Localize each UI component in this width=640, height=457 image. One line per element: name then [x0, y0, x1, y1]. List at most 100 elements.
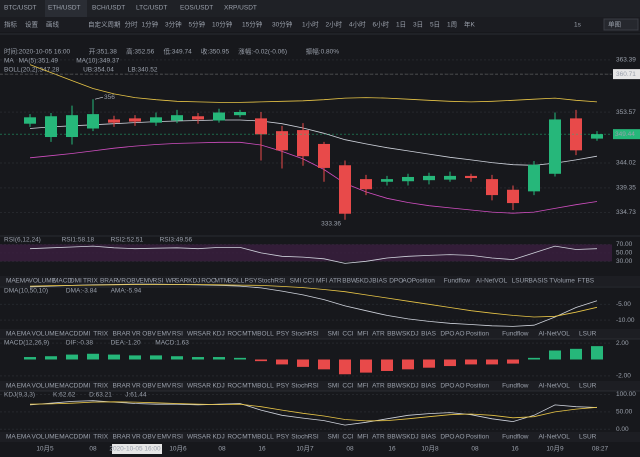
indicator-tab[interactable]: WR — [187, 331, 198, 338]
indicator-tab[interactable]: ATR — [372, 383, 385, 390]
indicator-tab[interactable]: ROC — [227, 331, 242, 338]
indicator-tab[interactable]: BBW — [387, 331, 403, 338]
indicator-tab[interactable]: SKDJ — [402, 434, 419, 441]
indicator-tab[interactable]: EMV — [157, 434, 172, 441]
indicator-tab[interactable]: StochRSI — [258, 278, 286, 285]
indicator-tab[interactable]: BBW — [342, 278, 358, 285]
indicator-tab[interactable]: Position — [466, 434, 490, 441]
indicator-tab[interactable]: MA — [6, 434, 16, 441]
indicator-tab[interactable]: EMV — [139, 278, 154, 285]
period-button[interactable]: 1日 — [396, 21, 406, 29]
indicator-tab[interactable]: ROC — [201, 278, 216, 285]
layout-select[interactable] — [603, 18, 639, 31]
indicator-tab[interactable]: VOLUME — [32, 434, 60, 441]
indicator-tab[interactable]: ROC — [227, 434, 242, 441]
indicator-tab[interactable]: MFI — [357, 383, 368, 390]
period-button[interactable]: 5分钟 — [189, 20, 206, 29]
indicator-tab[interactable]: BOLL — [257, 331, 274, 338]
period-button[interactable]: 1周 — [447, 21, 457, 29]
indicator-tab[interactable]: RSI — [172, 331, 183, 338]
indicator-tab[interactable]: ATR — [329, 278, 342, 285]
indicator-tab[interactable]: StochRSI — [291, 434, 319, 441]
tool-button[interactable]: 设置 — [25, 20, 39, 29]
period-button[interactable]: 1小时 — [302, 20, 319, 29]
indicator-tab[interactable]: TRIX — [93, 331, 108, 338]
indicator-tab[interactable]: WR — [166, 278, 177, 285]
period-button[interactable]: 分时 — [125, 20, 139, 29]
indicator-tab[interactable]: BASIS — [529, 278, 549, 285]
indicator-tab[interactable]: MTM — [242, 331, 257, 338]
indicator-tab[interactable]: EMV — [157, 383, 172, 390]
tool-button[interactable]: 单图 — [608, 20, 621, 29]
indicator-tab[interactable]: Fundflow — [444, 278, 471, 285]
indicator-tab[interactable]: AO — [455, 383, 464, 390]
indicator-tab[interactable]: SMI — [290, 278, 302, 285]
indicator-tab[interactable]: EMA — [17, 383, 32, 390]
indicator-tab[interactable]: Position — [466, 331, 490, 338]
indicator-tab[interactable]: StochRSI — [291, 331, 319, 338]
indicator-tab[interactable]: KDJ — [212, 331, 224, 338]
indicator-tab[interactable]: Fundflow — [502, 383, 529, 390]
indicator-tab[interactable]: PSY — [245, 278, 259, 285]
indicator-tab[interactable]: BBW — [387, 434, 403, 441]
period-button[interactable]: 年K — [464, 20, 476, 29]
indicator-tab[interactable]: BOLL — [257, 434, 274, 441]
indicator-tab[interactable]: AO — [402, 278, 411, 285]
period-button[interactable]: 3日 — [413, 21, 423, 29]
indicator-tab[interactable]: TRIX — [93, 383, 108, 390]
indicator-tab[interactable]: EMA — [15, 278, 30, 285]
indicator-tab[interactable]: VR — [132, 434, 141, 441]
period-button[interactable]: 6小时 — [373, 20, 390, 29]
indicator-tab[interactable]: BBW — [387, 383, 403, 390]
indicator-tab[interactable]: MTM — [242, 383, 257, 390]
indicator-tab[interactable]: MA — [6, 383, 16, 390]
indicator-tab[interactable]: AI-NetVOL — [538, 331, 570, 338]
indicator-tab[interactable]: KDJ — [188, 278, 200, 285]
indicator-tab[interactable]: DMI — [78, 383, 90, 390]
indicator-tab[interactable]: EMA — [17, 434, 32, 441]
market-tab[interactable]: ETH/USDT — [48, 5, 81, 12]
indicator-tab[interactable]: MA — [6, 331, 16, 338]
indicator-tab[interactable]: BRAR — [112, 383, 130, 390]
period-button[interactable]: 3分钟 — [165, 20, 182, 29]
period-button[interactable]: 2小时 — [326, 20, 343, 29]
indicator-tab[interactable]: AO — [455, 331, 464, 338]
indicator-tab[interactable]: SAR — [198, 331, 212, 338]
indicator-tab[interactable]: MTM — [242, 434, 257, 441]
indicator-tab[interactable]: OBV — [142, 383, 156, 390]
indicator-tab[interactable]: MFI — [357, 434, 368, 441]
indicator-tab[interactable]: BRAR — [100, 278, 118, 285]
indicator-tab[interactable]: BIAS — [421, 434, 436, 441]
indicator-tab[interactable]: AI-NetVOL — [476, 278, 508, 285]
indicator-tab[interactable]: KDJ — [212, 434, 224, 441]
indicator-tab[interactable]: VOLUME — [32, 383, 60, 390]
tool-button[interactable]: 指标 — [4, 20, 18, 29]
indicator-tab[interactable]: MACD — [53, 278, 72, 285]
indicator-tab[interactable]: DPO — [440, 383, 454, 390]
indicator-tab[interactable]: RSI — [172, 434, 183, 441]
indicator-tab[interactable]: FTBS — [578, 278, 595, 285]
indicator-tab[interactable]: RSI — [172, 383, 183, 390]
indicator-tab[interactable]: RSI — [153, 278, 164, 285]
indicator-tab[interactable]: BRAR — [112, 331, 130, 338]
indicator-tab[interactable]: PSY — [276, 434, 290, 441]
indicator-tab[interactable]: Fundflow — [502, 331, 529, 338]
indicator-tab[interactable]: CCI — [342, 434, 353, 441]
indicator-tab[interactable]: MFI — [357, 331, 368, 338]
indicator-tab[interactable]: Position — [466, 383, 490, 390]
indicator-tab[interactable]: VR — [132, 331, 141, 338]
indicator-tab[interactable]: CCI — [342, 331, 353, 338]
indicator-tab[interactable]: MTM — [214, 278, 229, 285]
indicator-tab[interactable]: CCI — [303, 278, 314, 285]
indicator-tab[interactable]: BIAS — [421, 383, 436, 390]
indicator-tab[interactable]: BIAS — [421, 331, 436, 338]
period-button[interactable]: 1分钟 — [142, 20, 159, 29]
indicator-tab[interactable]: PSY — [276, 331, 290, 338]
indicator-tab[interactable]: BIAS — [372, 278, 387, 285]
indicator-tab[interactable]: MACD — [59, 434, 78, 441]
indicator-tab[interactable]: DPO — [389, 278, 403, 285]
indicator-tab[interactable]: DPO — [440, 434, 454, 441]
indicator-tab[interactable]: TVolume — [549, 278, 575, 285]
market-tab[interactable]: BCH/USDT — [92, 5, 125, 12]
period-button[interactable]: 30分钟 — [272, 20, 293, 29]
